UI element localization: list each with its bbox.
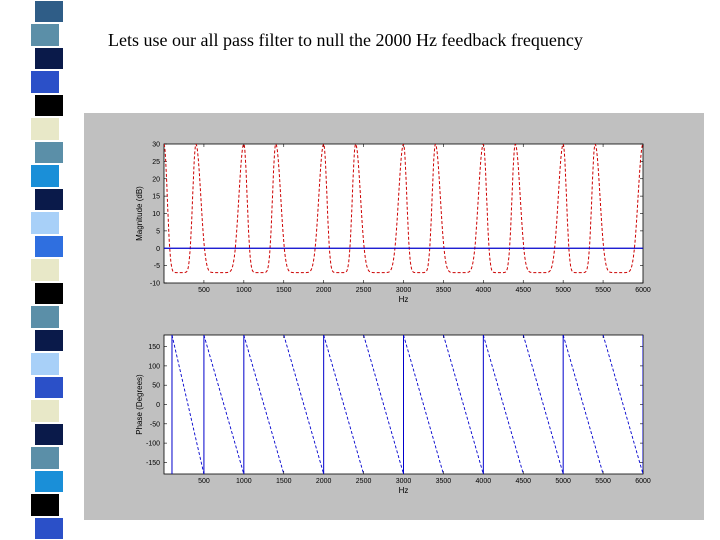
y-axis-label: Magnitude (dB) xyxy=(135,186,144,241)
x-tick-label: 3500 xyxy=(436,478,452,485)
strip-block xyxy=(34,328,64,353)
x-tick-label: 5000 xyxy=(555,478,571,485)
strip-block xyxy=(30,352,60,376)
x-tick-label: 1000 xyxy=(236,478,252,485)
x-tick-label: 2000 xyxy=(316,478,332,485)
y-tick-label: 25 xyxy=(152,159,160,166)
y-tick-label: -10 xyxy=(150,281,160,288)
slide-title: Lets use our all pass filter to null the… xyxy=(108,30,583,50)
y-tick-label: 150 xyxy=(148,344,160,351)
y-tick-label: 20 xyxy=(152,176,160,183)
x-axis-label: Hz xyxy=(399,486,409,495)
strip-block xyxy=(30,305,60,329)
strip-block xyxy=(30,211,60,235)
decorative-strip xyxy=(0,0,66,540)
strip-block xyxy=(30,164,60,188)
strip-block xyxy=(30,117,60,141)
y-axis-label: Phase (Degrees) xyxy=(135,374,144,435)
strip-block xyxy=(34,469,64,494)
strip-block xyxy=(34,422,64,447)
strip-block xyxy=(30,23,60,47)
strip-block xyxy=(34,281,64,306)
strip-block xyxy=(34,46,64,71)
y-tick-label: 50 xyxy=(152,383,160,390)
x-tick-label: 5000 xyxy=(555,287,571,294)
y-tick-label: 100 xyxy=(148,363,160,370)
strip-block xyxy=(34,234,64,259)
x-tick-label: 5500 xyxy=(595,287,611,294)
x-tick-label: 1000 xyxy=(236,287,252,294)
x-tick-label: 4500 xyxy=(515,478,531,485)
y-tick-label: -50 xyxy=(150,421,160,428)
x-tick-label: 1500 xyxy=(276,287,292,294)
phase-line xyxy=(171,335,643,474)
y-tick-label: 15 xyxy=(152,194,160,201)
x-tick-label: 5500 xyxy=(595,478,611,485)
x-tick-label: 6000 xyxy=(635,478,651,485)
x-tick-label: 2500 xyxy=(356,478,372,485)
strip-block xyxy=(34,375,64,400)
strip-block xyxy=(30,446,60,470)
strip-block xyxy=(34,516,64,540)
strip-block xyxy=(34,187,64,212)
x-tick-label: 2500 xyxy=(356,287,372,294)
strip-block xyxy=(34,93,64,118)
y-tick-label: 30 xyxy=(152,142,160,149)
x-axis-label: Hz xyxy=(399,295,409,304)
x-tick-label: 500 xyxy=(198,287,210,294)
strip-block xyxy=(30,399,60,423)
x-tick-label: 4000 xyxy=(476,287,492,294)
strip-block xyxy=(30,258,60,282)
x-tick-label: 1500 xyxy=(276,478,292,485)
x-tick-label: 3000 xyxy=(396,478,412,485)
y-tick-label: 0 xyxy=(156,402,160,409)
x-tick-label: 3000 xyxy=(396,287,412,294)
y-tick-label: 0 xyxy=(156,246,160,253)
x-tick-label: 3500 xyxy=(436,287,452,294)
x-tick-label: 2000 xyxy=(316,287,332,294)
strip-block xyxy=(34,0,64,24)
strip-block xyxy=(30,70,60,94)
y-tick-label: 5 xyxy=(156,228,160,235)
strip-block xyxy=(34,140,64,165)
y-tick-label: -100 xyxy=(146,441,160,448)
plot-area-1 xyxy=(163,143,644,284)
matlab-figure: 500 1000 1500 2000 2500 3000 3500 4000 4500 5000 5… xyxy=(84,113,704,520)
y-tick-label: -5 xyxy=(154,263,160,270)
strip-block xyxy=(30,493,60,517)
x-tick-label: 500 xyxy=(198,478,210,485)
figure-svg: 500 1000 1500 2000 2500 3000 3500 4000 4500 5000 5… xyxy=(135,142,651,496)
x-tick-label: 4000 xyxy=(476,478,492,485)
x-tick-label: 4500 xyxy=(515,287,531,294)
y-tick-label: 10 xyxy=(152,211,160,218)
y-tick-label: -150 xyxy=(146,460,160,467)
x-tick-label: 6000 xyxy=(635,287,651,294)
